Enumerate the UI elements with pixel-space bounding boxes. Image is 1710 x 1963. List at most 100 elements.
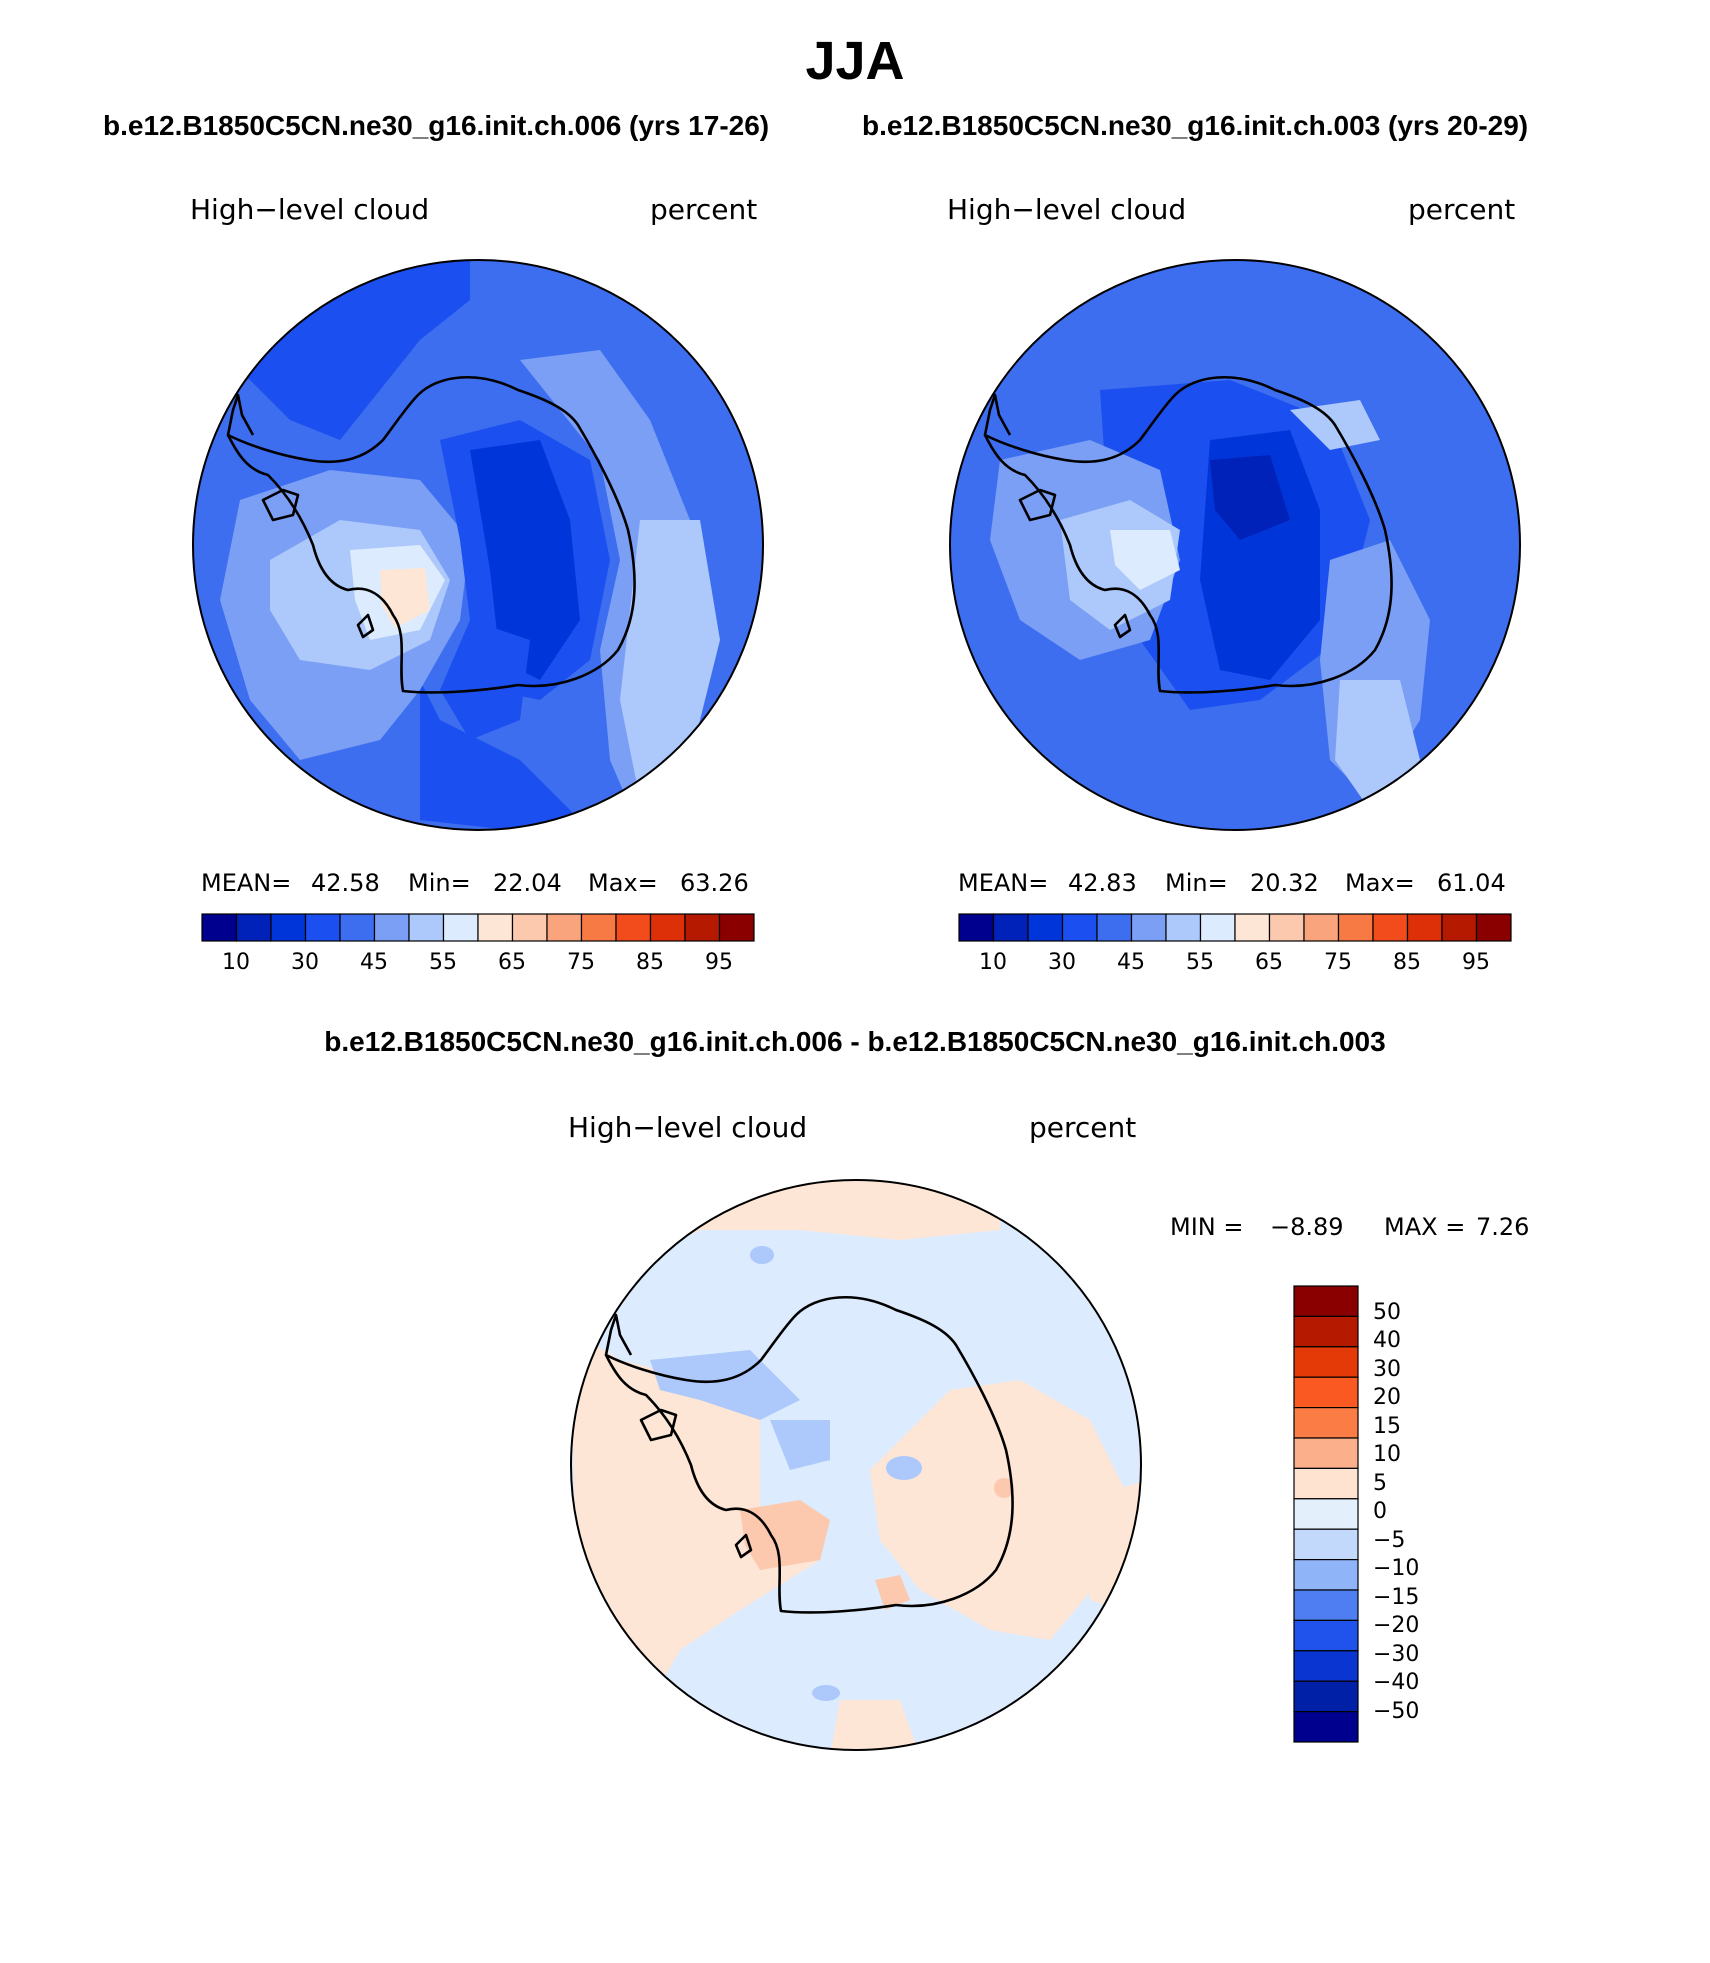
cbar2-swatch xyxy=(1130,913,1167,942)
map2-coastline-peninsula xyxy=(983,393,1012,436)
diff-contour-band xyxy=(750,1246,774,1264)
diff-contour-band xyxy=(875,1575,910,1610)
diff-min-label: MIN = xyxy=(1170,1213,1244,1241)
cbar2-swatch xyxy=(1303,913,1340,942)
cbar2-tick: 45 xyxy=(1117,950,1145,975)
cbar2-swatch xyxy=(992,913,1029,942)
map2-coastline-antarctica xyxy=(983,375,1393,694)
diff-coastline-island xyxy=(639,1408,678,1442)
colorbar-diff xyxy=(1293,1285,1359,1743)
diff-min-value: −8.89 xyxy=(1270,1213,1344,1241)
cbar3-tick: −30 xyxy=(1373,1642,1420,1667)
cbar1-swatch xyxy=(718,913,755,942)
cbar3-swatch xyxy=(1293,1650,1359,1682)
cbar1-swatch xyxy=(201,913,238,942)
cbar2-tick: 55 xyxy=(1186,950,1214,975)
cbar2-tick: 30 xyxy=(1048,950,1076,975)
cbar2-swatch xyxy=(1337,913,1374,942)
cbar2-swatch xyxy=(1406,913,1443,942)
cbar1-swatch xyxy=(546,913,583,942)
cbar1-swatch xyxy=(235,913,272,942)
cbar1-swatch xyxy=(477,913,514,942)
run-a-subtitle: b.e12.B1850C5CN.ne30_g16.init.ch.006 (yr… xyxy=(103,110,770,141)
diff-map-border xyxy=(570,1179,1142,1751)
map1-border xyxy=(192,259,764,831)
diff-contour-band xyxy=(650,1350,800,1420)
cbar3-tick: −20 xyxy=(1373,1613,1420,1638)
map2 xyxy=(949,259,1521,831)
cbar3-tick: −5 xyxy=(1373,1528,1406,1553)
cbar1-tick: 95 xyxy=(705,950,733,975)
cbar3-tick: 50 xyxy=(1373,1300,1401,1325)
cbar2-swatch xyxy=(1027,913,1064,942)
map1-coastline-island xyxy=(261,488,300,522)
diff-contour-band xyxy=(830,1700,920,1750)
panel2-variable-label: High−level cloud xyxy=(947,193,1187,226)
diff-contour-band xyxy=(886,1456,922,1480)
cbar2-swatch xyxy=(1268,913,1305,942)
cbar1-tick: 30 xyxy=(291,950,319,975)
panel2-min-label: Min= xyxy=(1165,869,1228,897)
cbar1-tick: 85 xyxy=(636,950,664,975)
diff-coastline-peninsula xyxy=(604,1313,633,1356)
cbar1-swatch xyxy=(511,913,548,942)
map1 xyxy=(192,259,764,831)
cbar3-swatch xyxy=(1293,1467,1359,1500)
diff-max-label: MAX = xyxy=(1384,1213,1466,1241)
cbar1-swatch xyxy=(649,913,686,942)
cbar3-swatch xyxy=(1293,1558,1359,1591)
page-title: JJA xyxy=(805,31,905,91)
cbar3-swatch xyxy=(1293,1710,1359,1743)
cbar3-tick: 15 xyxy=(1373,1414,1401,1439)
cbar3-tick: −40 xyxy=(1373,1670,1420,1695)
cbar2-swatch xyxy=(1061,913,1098,942)
cbar1-tick: 10 xyxy=(222,950,250,975)
cbar3-tick: 20 xyxy=(1373,1385,1401,1410)
run-b-subtitle: b.e12.B1850C5CN.ne30_g16.init.ch.003 (yr… xyxy=(862,110,1529,141)
cbar2-swatch xyxy=(1475,913,1512,942)
cbar2-tick: 10 xyxy=(979,950,1007,975)
map2-coastline-island xyxy=(1018,488,1057,522)
cbar3-tick: 30 xyxy=(1373,1357,1401,1382)
cbar3-swatch xyxy=(1293,1315,1359,1348)
cbar3-tick: 0 xyxy=(1373,1499,1387,1524)
cbar1-swatch xyxy=(580,913,617,942)
cbar2-swatch xyxy=(1165,913,1202,942)
colorbar-panel1 xyxy=(201,913,755,942)
cbar1-tick: 75 xyxy=(567,950,595,975)
panel1-variable-label: High−level cloud xyxy=(190,193,430,226)
cbar1-swatch xyxy=(304,913,341,942)
cbar3-tick: 10 xyxy=(1373,1442,1401,1467)
cbar2-tick: 85 xyxy=(1393,950,1421,975)
cbar3-tick: −15 xyxy=(1373,1585,1420,1610)
diff-max-value: 7.26 xyxy=(1476,1213,1530,1241)
diff-contour-band xyxy=(994,1478,1014,1498)
panel2-units-label: percent xyxy=(1408,193,1516,226)
diff-contour-band xyxy=(740,1500,830,1570)
colorbar-panel2 xyxy=(958,913,1512,942)
cbar1-swatch xyxy=(373,913,410,942)
map1-contour-band xyxy=(440,620,530,740)
diff-contour-band xyxy=(571,1330,820,1720)
cbar3-swatch xyxy=(1293,1406,1359,1439)
panel1-max-value: 63.26 xyxy=(680,869,749,897)
cbar1-swatch xyxy=(684,913,721,942)
diff-coastline-antarctica xyxy=(604,1295,1014,1614)
cbar2-tick: 95 xyxy=(1462,950,1490,975)
cbar3-swatch xyxy=(1293,1285,1359,1317)
cbar1-tick: 55 xyxy=(429,950,457,975)
cbar3-swatch xyxy=(1293,1376,1359,1409)
diff-units-label: percent xyxy=(1029,1111,1137,1144)
panel1-mean-label: MEAN= xyxy=(201,869,292,897)
cbar1-swatch xyxy=(442,913,479,942)
panel1-max-label: Max= xyxy=(588,869,658,897)
diff-map xyxy=(570,1179,1142,1751)
cbar3-tick: 5 xyxy=(1373,1471,1387,1496)
cbar1-swatch xyxy=(615,913,652,942)
cbar3-swatch xyxy=(1293,1619,1359,1652)
cbar3-swatch xyxy=(1293,1680,1359,1713)
panel2-min-value: 20.32 xyxy=(1250,869,1319,897)
panel2-mean-value: 42.83 xyxy=(1068,869,1137,897)
panel2-max-value: 61.04 xyxy=(1437,869,1506,897)
